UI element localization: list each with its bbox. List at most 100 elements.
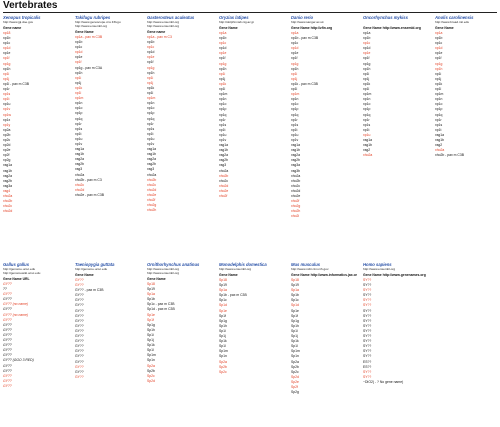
- gene-entry: ~DIO2( - ? No gene name): [363, 379, 404, 384]
- gene-entry: GY??: [75, 328, 84, 333]
- gene-entry: xsg2b: [3, 178, 13, 183]
- gene-entry: xp1w: [3, 112, 11, 117]
- gene-entry: Sp1n: [219, 354, 227, 359]
- gene-entry: Sp2f: [291, 384, 298, 389]
- gene-entry: xp1a: [363, 31, 371, 35]
- gene-entry: GY??: [75, 278, 84, 282]
- gene-entry: Sp1g: [147, 322, 155, 327]
- gene-entry: xp1t: [363, 127, 370, 132]
- gene-entry: xp1q: [363, 112, 371, 117]
- gene-entry: xp1g: [291, 61, 299, 66]
- source-link[interactable]: http://www.sanger.ac.uk: [291, 20, 324, 24]
- gene-entry: xp1t: [3, 97, 10, 102]
- gene-entry: xp1f: [219, 56, 226, 61]
- gene-entry: xp1m: [147, 96, 156, 101]
- column-header: Gene Name: [147, 277, 166, 281]
- source-link[interactable]: http://www.ncbi.nlm.nih.gov: [291, 267, 329, 271]
- gene-entry: xp1f: [3, 56, 10, 61]
- gene-entry: xp1l: [147, 91, 154, 96]
- source-link[interactable]: http://www.ensembl.org: [147, 24, 180, 28]
- gene-entry: Sp1m: [147, 353, 156, 358]
- gene-entry: xp1v: [147, 141, 155, 146]
- gene-entry: GY?? (no name): [3, 302, 29, 307]
- gene-entry: xp1o: [435, 102, 443, 107]
- gene-entry: Sp1f: [219, 313, 226, 318]
- source-link[interactable]: http://www.jgi.doe.gov: [3, 20, 34, 24]
- species-name: Ornithorhynchus anatinus: [147, 262, 200, 267]
- gene-entry: xsg2a: [3, 173, 13, 178]
- gene-entry: GY??: [3, 317, 12, 322]
- gene-entry: GY??: [3, 368, 12, 373]
- gene-entry: xsg3a: [291, 163, 301, 168]
- gene-entry: xp1g: [147, 65, 155, 70]
- source-link[interactable]: http://www.ensembl.org: [75, 24, 108, 28]
- column-header: Gene Name: [75, 273, 94, 277]
- gene-entry: Sp18: [147, 282, 155, 286]
- gene-entry: GY??: [3, 322, 12, 327]
- source-link[interactable]: http://www.genoscope.cns.fr/fugu: [75, 20, 121, 24]
- gene-entry: Sp1l: [219, 344, 226, 349]
- gene-entry: Sp2a: [219, 359, 227, 364]
- gene-entry: Sp19: [219, 283, 227, 288]
- gene-entry: xp1b: [219, 36, 227, 41]
- gene-entry: xho2c: [75, 182, 85, 187]
- gene-entry: GY??: [3, 332, 12, 337]
- gene-entry: Sp1f: [147, 317, 154, 322]
- column-header: Gene Name: [219, 273, 238, 277]
- gene-entry: xp1s: [3, 92, 11, 97]
- gene-entry: xp1y: [3, 122, 11, 127]
- source-link[interactable]: http://www.ensembl.org: [363, 267, 396, 271]
- source-link[interactable]: http://genome.ucsc.edu: [3, 267, 36, 271]
- gene-entry: xho2d: [291, 188, 301, 193]
- gene-entry: xp1n: [75, 101, 83, 106]
- gene-entry: xsg2b: [75, 162, 85, 167]
- gene-entry: xho2a: [291, 173, 301, 178]
- gene-entry: xsg1a: [75, 147, 85, 152]
- source-link[interactable]: http://www.ensembl.org: [219, 267, 252, 271]
- gene-entry: xsg2a: [75, 157, 85, 162]
- gene-entry: GY??: [3, 353, 12, 358]
- gene-entry: Sp1e: [147, 312, 155, 317]
- gene-entry: xsg2a: [291, 153, 301, 158]
- gene-entry: Sp1h: [291, 323, 299, 328]
- gene-entry: xsg1b: [3, 168, 13, 173]
- gene-entry: xp1a: [291, 31, 299, 35]
- gene-entry: xp1i: [147, 75, 154, 80]
- gene-entry: Sp1k: [291, 339, 299, 344]
- gene-entry: Sp2b: [147, 368, 155, 373]
- gene-entry: Sp2c: [147, 373, 155, 378]
- gene-entry: xp1l: [219, 87, 226, 92]
- source-link[interactable]: http://www.broad.mit.edu: [435, 20, 470, 24]
- gene-entry: xp1j: [291, 76, 298, 81]
- gene-entry: xho2d: [219, 183, 229, 188]
- source-link[interactable]: http://dolphin.lab.nig.ac.jp: [219, 20, 255, 24]
- column-header: Gene name: [147, 30, 166, 34]
- gene-entry: xho2e: [147, 192, 157, 197]
- gene-entry: xho2c: [3, 204, 13, 209]
- source-link[interactable]: http://www.ensembl.org: [147, 267, 180, 271]
- gene-entry: Sp1d - pax m C3B: [147, 307, 175, 312]
- species-column-homo-sapiens: Homo sapiens http://www.ensembl.org Gene N…: [363, 262, 429, 385]
- gene-entry: xp1q: [219, 112, 227, 117]
- source-link[interactable]: http://genome.ucsc.edu: [75, 267, 108, 271]
- source-link[interactable]: http://genomewiki.ucsc.edu: [3, 271, 41, 275]
- gene-entry: GY??: [75, 308, 84, 313]
- gene-entry: Sp1a: [219, 288, 227, 293]
- gene-entry: SY??: [363, 313, 372, 318]
- gene-entry: Sp2e: [291, 379, 299, 384]
- gene-entry: GY??: [75, 323, 84, 328]
- gene-entry: Sp1e: [219, 308, 227, 313]
- gene-entry: xp1b: [147, 40, 155, 45]
- gene-entry: xp1v: [219, 137, 227, 142]
- gene-entry: xp1k: [363, 81, 371, 86]
- page-title: Vertebrates: [3, 0, 58, 11]
- gene-entry: xp1d: [75, 50, 83, 55]
- gene-entry: xp1o: [291, 102, 299, 107]
- gene-entry: xp1s: [75, 126, 83, 131]
- gene-entry: Sp1b - pax m C3B: [219, 293, 247, 298]
- gene-entry: GY??: [3, 363, 12, 368]
- source-link[interactable]: http://www.ensembl.org: [147, 271, 180, 275]
- gene-entry: SY??: [363, 354, 372, 359]
- source-link[interactable]: http://www.ensembl.org: [147, 20, 180, 24]
- gene-entry: Sp1j: [147, 338, 154, 343]
